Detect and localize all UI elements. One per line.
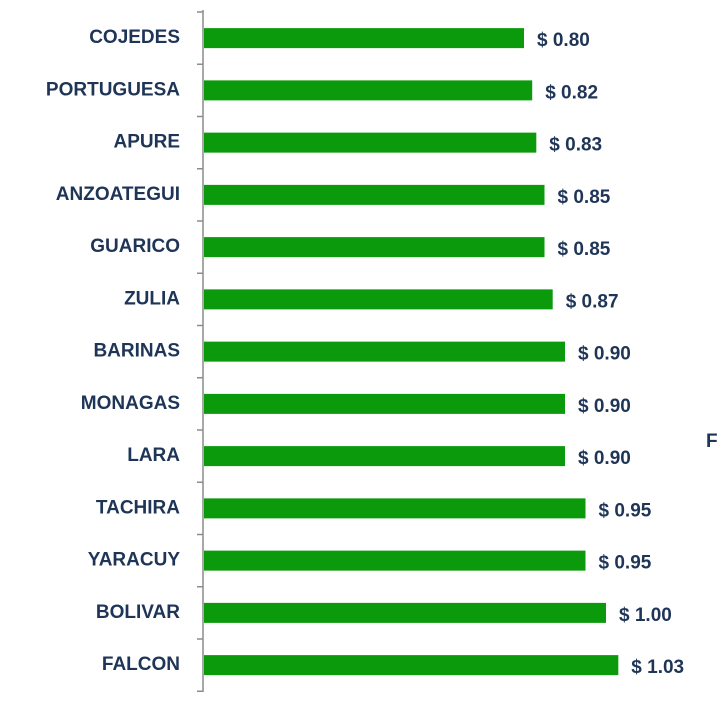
value-label: $ 0.90 [578,396,631,417]
category-label: ANZOATEGUI [56,184,180,205]
value-label: $ 0.85 [558,239,611,260]
bar [204,237,545,258]
value-label: $ 0.80 [537,30,590,51]
value-label: $ 0.90 [578,448,631,469]
bar [204,655,619,676]
value-label: $ 1.03 [631,657,684,678]
category-label: COJEDES [89,27,180,48]
value-label: $ 0.95 [599,553,652,574]
category-label: BARINAS [93,341,180,362]
category-label: MONAGAS [81,393,180,414]
bar [204,289,553,310]
category-label: BOLIVAR [96,602,180,623]
category-label: PORTUGUESA [46,79,180,100]
value-label: $ 0.85 [558,187,611,208]
bar [204,132,537,153]
bar [204,446,565,467]
category-label: FALCON [102,654,180,675]
annotation: F [706,431,717,452]
value-label: $ 0.95 [599,500,652,521]
bar [204,341,565,362]
bar [204,28,524,49]
value-label: $ 0.90 [578,344,631,365]
bar [204,498,586,519]
category-label: TACHIRA [96,497,180,518]
value-label: $ 0.82 [545,82,598,103]
bar [204,184,545,205]
bar [204,602,606,623]
category-label: YARACUY [88,550,181,571]
category-label: APURE [113,132,180,153]
bar [204,80,533,101]
bar [204,393,565,414]
category-label: GUARICO [90,236,180,257]
value-label: $ 1.00 [619,605,672,626]
category-label: ZULIA [124,288,180,309]
category-label: LARA [127,445,180,466]
bar [204,550,586,571]
value-label: $ 0.87 [566,291,619,312]
value-label: $ 0.83 [549,135,602,156]
